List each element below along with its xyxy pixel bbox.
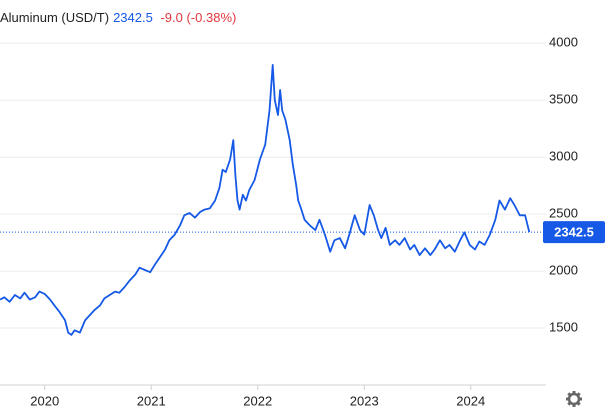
y-tick-label: 2000: [549, 263, 578, 278]
last-price-label: 2342.5: [554, 225, 594, 240]
settings-button[interactable]: [566, 391, 582, 407]
x-tick-label: 2021: [137, 393, 166, 408]
y-tick-label: 2500: [549, 206, 578, 221]
y-tick-label: 3500: [549, 92, 578, 107]
price-line: [0, 64, 531, 336]
x-tick-label: 2022: [243, 393, 272, 408]
x-tick-label: 2024: [456, 393, 485, 408]
last-price-box: [543, 221, 605, 244]
y-tick-label: 4000: [549, 35, 578, 50]
header: Aluminum (USD/T) 2342.5 -9.0 (-0.38%): [0, 10, 240, 25]
gear-body: [567, 392, 581, 406]
y-tick-label: 3000: [549, 149, 578, 164]
last-price: 2342.5: [113, 10, 153, 25]
chart-title: Aluminum (USD/T): [0, 10, 110, 25]
x-tick-label: 2023: [350, 393, 379, 408]
price-change: -9.0 (-0.38%): [160, 10, 237, 25]
y-tick-label: 1500: [549, 319, 578, 334]
x-tick-label: 2020: [30, 393, 59, 408]
